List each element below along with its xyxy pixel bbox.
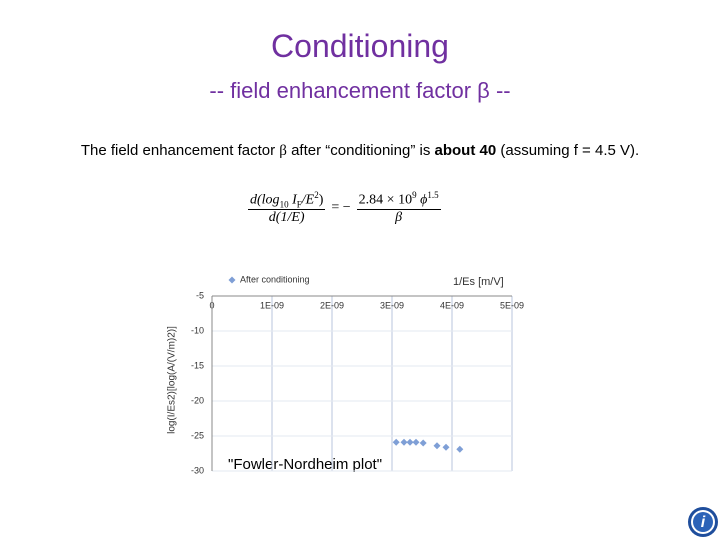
point xyxy=(400,438,408,446)
numerator: 2.84 × 109 ϕ1.5 xyxy=(356,190,441,211)
x-tick-label: 4E-09 xyxy=(440,300,464,310)
text: The field enhancement factor xyxy=(80,142,280,159)
point xyxy=(406,438,414,446)
point xyxy=(433,442,441,450)
point xyxy=(392,438,400,446)
t: 2.84 × 10 xyxy=(358,193,413,209)
t: F xyxy=(296,199,302,210)
point xyxy=(419,439,427,447)
denominator: d(1/E) xyxy=(268,210,305,226)
fraction: 2.84 × 109 ϕ1.5 β xyxy=(356,190,441,226)
y-tick-label: -15 xyxy=(191,360,204,370)
y-tick-label: -10 xyxy=(191,325,204,335)
x-tick-label: 1E-09 xyxy=(260,300,284,310)
t: 9 xyxy=(412,190,417,201)
t: ϕ xyxy=(416,193,428,209)
legend-label: After conditioning xyxy=(240,274,310,284)
denominator: β xyxy=(395,210,403,226)
y-tick-label: -25 xyxy=(191,430,204,440)
t: /E xyxy=(301,192,315,208)
y-tick-label: -20 xyxy=(191,395,204,405)
annotation: "Fowler-Nordheim plot" xyxy=(228,456,382,473)
fraction: d(log10 IF/E2) d(1/E) xyxy=(248,190,326,226)
equals: = − xyxy=(331,200,351,216)
point xyxy=(442,443,450,451)
t: 2 xyxy=(314,190,319,200)
y-tick-label: -30 xyxy=(191,465,204,475)
legend-marker xyxy=(228,276,236,284)
t: I xyxy=(288,192,297,208)
t: 1.5 xyxy=(427,190,439,201)
t: ) xyxy=(318,192,324,208)
point xyxy=(456,445,464,453)
text: about 40 xyxy=(434,142,497,159)
x-tick-label: 5E-09 xyxy=(500,300,524,310)
y-axis-title: log(I/Es2)[log(A/(V/m)2)] xyxy=(167,326,178,434)
svg-text:i: i xyxy=(701,514,706,531)
body-text: The field enhancement factor β after “co… xyxy=(0,142,720,160)
t: d(log xyxy=(250,192,280,208)
info-icon: i xyxy=(688,507,718,537)
x-tick-label: 2E-09 xyxy=(320,300,344,310)
numerator: d(log10 IF/E2) xyxy=(248,190,326,211)
slide-subtitle: -- field enhancement factor β -- xyxy=(209,78,511,103)
point xyxy=(412,438,420,446)
formula: d(log10 IF/E2) d(1/E) = − 2.84 × 109 ϕ1.… xyxy=(248,190,441,226)
slide-title: Conditioning xyxy=(271,28,449,64)
text: after “conditioning” is xyxy=(286,142,435,159)
y-tick-label: -5 xyxy=(196,290,204,300)
t: 10 xyxy=(279,199,289,210)
text: (assuming f = 4.5 V). xyxy=(496,142,640,159)
text: β xyxy=(279,143,287,159)
x-axis-title: 1/Es [m/V] xyxy=(453,276,504,288)
x-tick-label: 3E-09 xyxy=(380,300,404,310)
